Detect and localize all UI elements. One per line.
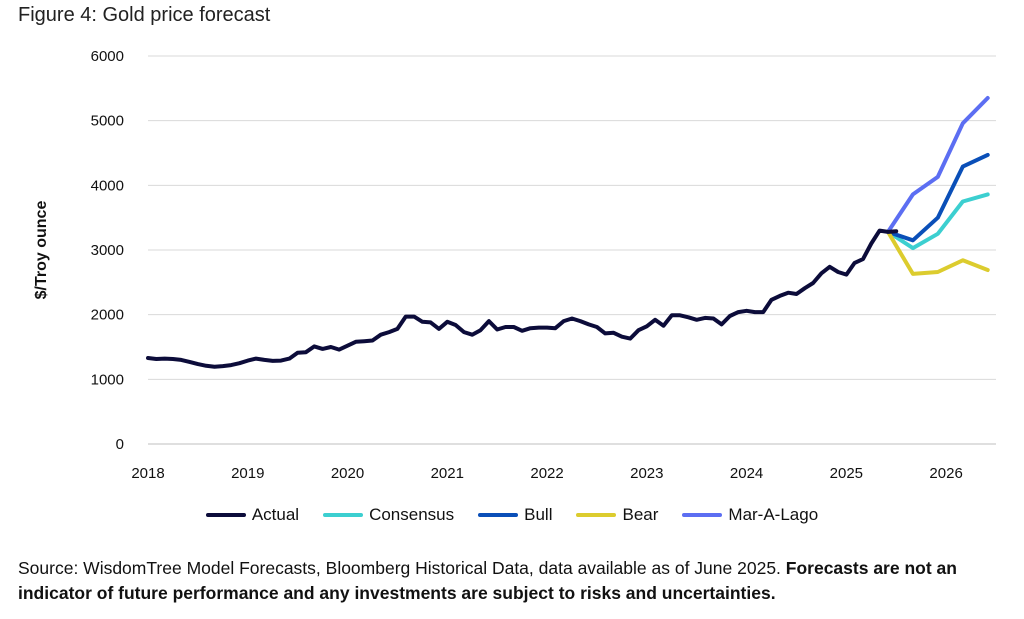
legend-swatch-bull bbox=[478, 513, 519, 517]
x-tick-label: 2025 bbox=[830, 465, 863, 482]
legend-label: Consensus bbox=[369, 505, 455, 524]
series-line-bull bbox=[886, 152, 990, 243]
series-line-bear bbox=[886, 229, 990, 276]
legend-swatch-actual bbox=[205, 513, 246, 517]
x-tick-label: 2023 bbox=[630, 465, 663, 482]
legend-label: Bear bbox=[622, 505, 659, 524]
disclaimer-text: Forecasts are not an indicator of future… bbox=[18, 558, 957, 603]
legend-item-bull: Bull bbox=[478, 505, 552, 525]
y-tick-label: 2000 bbox=[91, 307, 124, 324]
figure-title: Figure 4: Gold price forecast bbox=[18, 4, 271, 26]
legend-item-actual: Actual bbox=[205, 505, 300, 525]
legend-item-mar-a-lago: Mar-A-Lago bbox=[682, 505, 818, 525]
x-tick-label: 2026 bbox=[929, 465, 962, 482]
y-tick-label: 5000 bbox=[91, 113, 124, 130]
x-tick-label: 2020 bbox=[331, 465, 364, 482]
series-line-mar-a-lago bbox=[886, 96, 990, 234]
series-line-consensus bbox=[886, 192, 990, 251]
x-tick-label: 2019 bbox=[231, 465, 264, 482]
legend-item-consensus: Consensus bbox=[323, 505, 454, 525]
legend-swatch-mar-a-lago bbox=[682, 513, 723, 517]
gridlines bbox=[148, 55, 996, 380]
x-tick-label: 2021 bbox=[431, 465, 464, 482]
legend-swatch-bear bbox=[576, 513, 617, 517]
legend-label: Bull bbox=[524, 505, 553, 524]
y-tick-label: 0 bbox=[116, 436, 124, 453]
y-tick-label: 3000 bbox=[91, 242, 124, 259]
x-tick-label: 2018 bbox=[131, 465, 164, 482]
source-note: Source: WisdomTree Model Forecasts, Bloo… bbox=[18, 556, 1013, 606]
legend: Actual Consensus Bull Bear Mar-A-Lago bbox=[0, 505, 1024, 525]
source-text: Source: WisdomTree Model Forecasts, Bloo… bbox=[18, 558, 786, 578]
y-tick-label: 4000 bbox=[91, 177, 124, 194]
x-axis-ticks: 2018 2019 2020 2021 2022 2023 2024 2025 2026 bbox=[131, 465, 962, 482]
legend-item-bear: Bear bbox=[576, 505, 658, 525]
x-tick-label: 2022 bbox=[530, 465, 563, 482]
y-tick-label: 1000 bbox=[91, 371, 124, 388]
series-line-actual bbox=[146, 228, 899, 369]
y-tick-label: 6000 bbox=[91, 48, 124, 65]
legend-label: Actual bbox=[251, 505, 300, 524]
y-axis-ticks: 0 1000 2000 3000 4000 5000 6000 bbox=[91, 48, 124, 453]
legend-label: Mar-A-Lago bbox=[728, 505, 819, 524]
legend-swatch-consensus bbox=[323, 513, 364, 517]
x-tick-label: 2024 bbox=[730, 465, 763, 482]
y-axis-label: $/Troy ounce bbox=[33, 201, 50, 300]
series-lines bbox=[146, 96, 990, 369]
